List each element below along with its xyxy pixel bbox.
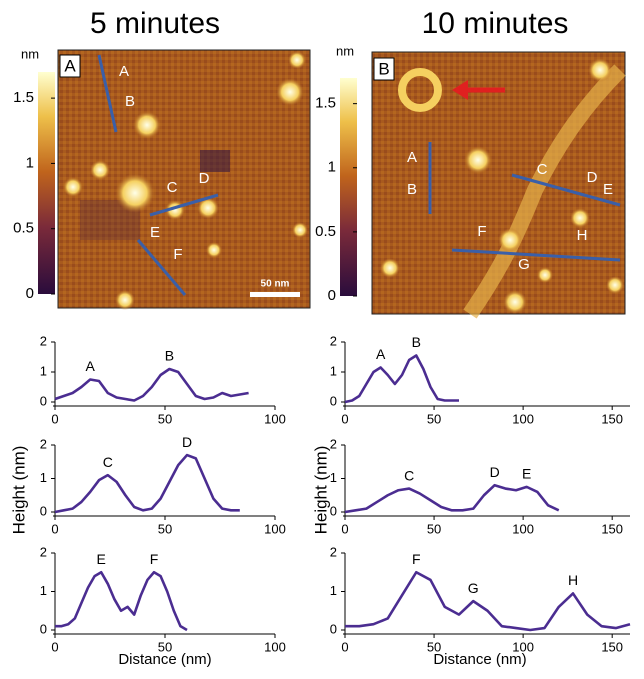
x-tick-label: 0 xyxy=(51,411,58,426)
profile-line xyxy=(54,453,240,514)
colorbar-tick-label: 1 xyxy=(26,154,34,171)
peak-label: E xyxy=(522,466,531,482)
profile-marker: C xyxy=(537,161,548,178)
peak-label: A xyxy=(376,346,386,362)
profile-marker: A xyxy=(119,63,129,80)
colorbar-tick-label: 0.5 xyxy=(315,223,336,240)
x-tick-label: 100 xyxy=(512,521,534,536)
profile-marker: B xyxy=(407,181,417,198)
profile-line xyxy=(54,367,249,402)
colorbar-unit: nm xyxy=(21,46,39,61)
x-tick-label: 50 xyxy=(427,639,441,654)
peak-label: C xyxy=(103,454,113,470)
y-axis-label: Height (nm) xyxy=(9,446,28,535)
y-axis-label: Height (nm) xyxy=(311,446,330,535)
profile-marker: F xyxy=(173,246,182,263)
colorbar-tick-label: 0.5 xyxy=(13,220,34,237)
y-tick-label: 1 xyxy=(330,363,337,378)
colorbar xyxy=(340,78,357,296)
peak-label: B xyxy=(412,334,421,350)
x-tick-label: 0 xyxy=(341,411,348,426)
x-tick-label: 0 xyxy=(341,639,348,654)
profile-marker: D xyxy=(587,169,598,186)
panel-label: B xyxy=(378,59,389,78)
peak-label: F xyxy=(412,551,421,567)
x-tick-label: 50 xyxy=(427,411,441,426)
y-tick-label: 1 xyxy=(40,470,47,485)
colorbar xyxy=(38,72,55,294)
y-tick-label: 0 xyxy=(330,621,337,636)
panel-label: A xyxy=(64,56,76,75)
x-tick-label: 50 xyxy=(158,411,172,426)
x-tick-label: 100 xyxy=(264,639,286,654)
profile-line xyxy=(345,570,631,632)
x-tick-label: 150 xyxy=(601,639,623,654)
profile-marker: B xyxy=(125,93,135,110)
peak-label: D xyxy=(490,464,500,480)
y-tick-label: 0 xyxy=(40,393,47,408)
x-tick-label: 50 xyxy=(427,521,441,536)
profile-marker: D xyxy=(199,170,210,187)
x-tick-label: 0 xyxy=(341,521,348,536)
y-tick-label: 1 xyxy=(40,583,47,598)
profile-marker: E xyxy=(603,181,613,198)
peak-label: C xyxy=(404,467,414,483)
y-tick-label: 0 xyxy=(330,503,337,518)
colorbar-tick-label: 0 xyxy=(328,287,336,304)
x-tick-label: 150 xyxy=(601,411,623,426)
panel-title: 10 minutes xyxy=(422,7,569,40)
panel-label-box xyxy=(373,57,395,81)
y-tick-label: 2 xyxy=(40,333,47,348)
x-tick-label: 0 xyxy=(51,521,58,536)
profile-marker: G xyxy=(518,256,530,273)
x-tick-label: 100 xyxy=(264,411,286,426)
peak-label: G xyxy=(468,580,479,596)
colorbar-tick-label: 0 xyxy=(26,285,34,302)
x-tick-label: 100 xyxy=(512,639,534,654)
x-tick-label: 50 xyxy=(158,521,172,536)
y-tick-label: 2 xyxy=(330,333,337,348)
peak-label: D xyxy=(182,434,192,450)
profile-line xyxy=(344,483,560,514)
x-tick-label: 100 xyxy=(512,411,534,426)
profile-marker: A xyxy=(407,149,417,166)
profile-marker: C xyxy=(167,179,178,196)
y-tick-label: 2 xyxy=(330,436,337,451)
y-tick-label: 2 xyxy=(40,544,47,559)
y-tick-label: 0 xyxy=(40,621,47,636)
panel-label-box xyxy=(59,54,81,78)
x-tick-label: 150 xyxy=(601,521,623,536)
y-tick-label: 1 xyxy=(330,470,337,485)
colorbar-tick-label: 1.5 xyxy=(13,89,34,106)
colorbar-unit: nm xyxy=(336,43,354,58)
x-axis-label: Distance (nm) xyxy=(118,651,211,668)
peak-label: H xyxy=(568,572,578,588)
colorbar-tick-label: 1 xyxy=(328,159,336,176)
peak-label: E xyxy=(97,551,106,567)
y-tick-label: 0 xyxy=(330,393,337,408)
profile-line xyxy=(55,570,188,632)
profile-line xyxy=(344,354,459,404)
x-axis-label: Distance (nm) xyxy=(433,651,526,668)
peak-label: A xyxy=(86,358,96,374)
y-tick-label: 1 xyxy=(330,583,337,598)
panel-title: 5 minutes xyxy=(90,7,220,40)
colorbar-tick-label: 1.5 xyxy=(315,95,336,112)
afm-image xyxy=(57,49,311,310)
x-tick-label: 50 xyxy=(158,639,172,654)
y-tick-label: 2 xyxy=(330,544,337,559)
peak-label: B xyxy=(165,348,174,364)
y-tick-label: 2 xyxy=(40,436,47,451)
profile-marker: E xyxy=(150,224,160,241)
afm-image xyxy=(371,51,626,319)
y-tick-label: 1 xyxy=(40,363,47,378)
scale-bar-label: 50 nm xyxy=(261,279,290,290)
profile-marker: F xyxy=(477,223,486,240)
x-tick-label: 100 xyxy=(264,521,286,536)
y-tick-label: 0 xyxy=(40,503,47,518)
x-tick-label: 0 xyxy=(51,639,58,654)
profile-marker: H xyxy=(577,227,588,244)
peak-label: F xyxy=(150,551,159,567)
